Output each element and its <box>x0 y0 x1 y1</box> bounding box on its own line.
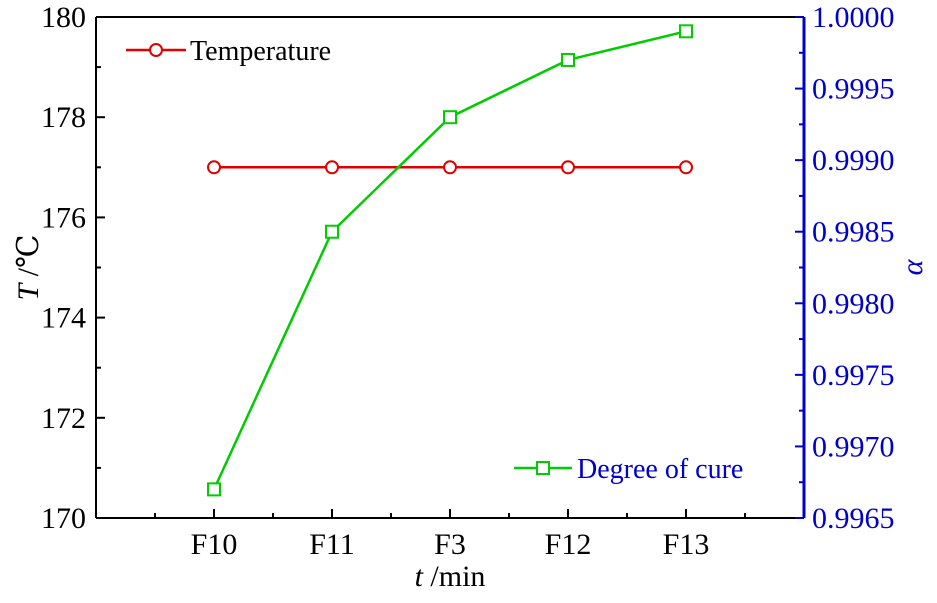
degree-of-cure-point <box>443 110 457 125</box>
y-left-tick-label: 176 <box>41 201 86 234</box>
x-tick-label: F10 <box>191 528 238 561</box>
y-right-tick-label: 1.0000 <box>812 1 895 34</box>
y-right-tick-label: 0.9980 <box>812 287 895 320</box>
legend-degree-of-cure-label: Degree of cure <box>577 454 743 485</box>
y-right-axis-title: α <box>896 258 929 275</box>
y-right-tick-label: 0.9970 <box>812 430 895 463</box>
legend-temperature-label: Temperature <box>190 36 331 67</box>
temperature-point <box>207 160 221 175</box>
y-right-tick-label: 0.9975 <box>812 359 895 392</box>
y-left-tick-label: 178 <box>41 101 86 134</box>
temperature-point <box>325 160 339 175</box>
degree-of-cure-point <box>679 24 693 39</box>
x-tick-label: F3 <box>434 528 466 561</box>
series-line-degree-of-cure <box>212 30 687 490</box>
y-right-tick-label: 0.9965 <box>812 502 895 535</box>
y-right-tick-label: 0.9995 <box>812 73 895 106</box>
temperature-point <box>561 160 575 175</box>
y-right-tick-label: 0.9990 <box>812 144 895 177</box>
y-left-tick-label: 172 <box>41 402 86 435</box>
temperature-point <box>443 160 457 175</box>
x-tick-label: F13 <box>663 528 710 561</box>
temperature-point <box>679 160 693 175</box>
x-axis-title: t /min <box>415 560 486 593</box>
y-left-tick-label: 174 <box>41 302 86 335</box>
degree-of-cure-point <box>325 224 339 239</box>
degree-of-cure-point <box>207 482 221 497</box>
legend-degree-of-cure-marker <box>536 461 550 475</box>
x-tick-label: F11 <box>309 528 355 561</box>
y-left-axis-title: T /℃ <box>12 234 45 300</box>
y-left-tick-label: 180 <box>41 1 86 34</box>
legend-temperature-marker <box>149 43 163 57</box>
y-right-tick-label: 0.9985 <box>812 216 895 249</box>
x-tick-label: F12 <box>545 528 592 561</box>
y-left-tick-label: 170 <box>41 502 86 535</box>
degree-of-cure-point <box>561 52 575 67</box>
